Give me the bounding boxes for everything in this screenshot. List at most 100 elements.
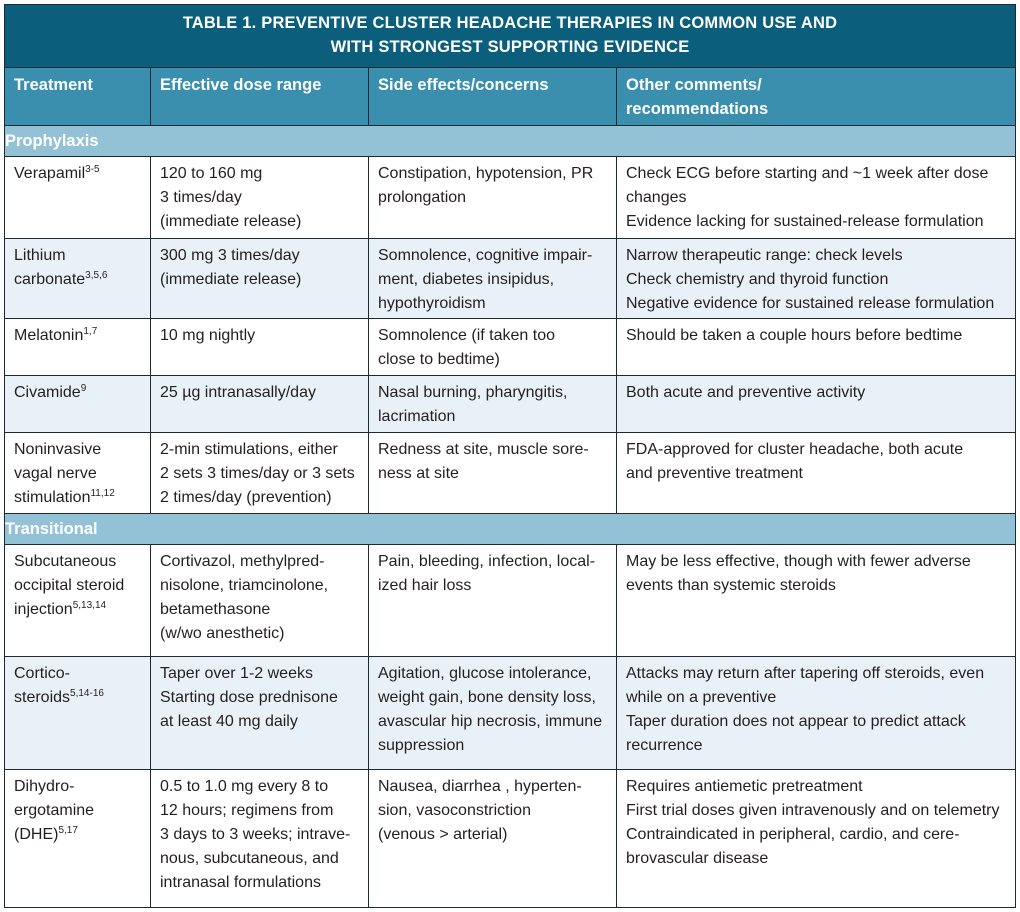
cell-text: Somnolence (if taken too: [378, 327, 555, 344]
table-row: Noninvasive vagal nerve stimulation11,12 2-…: [5, 432, 1015, 513]
side-effects-cell: Agitation, glucose intolerance, weight ga…: [368, 657, 616, 769]
cell-text: Evidence lacking for sustained-release f…: [626, 213, 984, 230]
cell-text: sion, vasoconstriction: [378, 802, 531, 819]
cell-line: 2 sets 3 times/day or 3 sets: [160, 462, 359, 486]
cell-text: (w/wo anesthetic): [160, 625, 285, 642]
cell-line: ment, diabetes insipidus,: [378, 268, 607, 292]
cell-line: while on a preventive: [626, 686, 1006, 710]
table-row: Lithium carbonate3,5,6 300 mg 3 times/day (…: [5, 238, 1015, 318]
cell-text: 3 times/day: [160, 189, 242, 206]
cell-text: Dihydro-: [14, 778, 75, 795]
comments-cell: Should be taken a couple hours before be…: [616, 319, 1015, 375]
cell-line: 10 mg nightly: [160, 324, 359, 348]
cell-text: nisolone, triamcinolone,: [160, 577, 329, 594]
cell-text: Verapamil: [14, 165, 86, 182]
reference-superscript: 5,17: [58, 825, 78, 836]
cell-line: 2 times/day (prevention): [160, 486, 359, 510]
dose-cell: 300 mg 3 times/day (immediate release): [150, 239, 368, 318]
cell-text: Both acute and preventive activity: [626, 384, 866, 401]
cell-text: Nausea, diarrhea , hyperten-: [378, 778, 582, 795]
cell-text: occipital steroid: [14, 577, 125, 594]
cell-line: injection5,13,14: [14, 598, 141, 622]
cell-line: 12 hours; regimens from: [160, 799, 359, 823]
cell-text: intranasal formulations: [160, 874, 321, 891]
treatment-cell: Verapamil3-5: [5, 157, 150, 238]
header-line: recommendations: [626, 100, 769, 118]
cell-line: Narrow therapeutic range: check levels: [626, 244, 1006, 268]
header-line: Effective dose range: [160, 76, 322, 94]
comments-cell: Both acute and preventive activity: [616, 376, 1015, 432]
cell-line: events than systemic steroids: [626, 574, 1006, 598]
cell-text: injection: [14, 601, 73, 618]
cell-line: (immediate release): [160, 210, 359, 234]
dose-cell: 0.5 to 1.0 mg every 8 to 12 hours; regime…: [150, 770, 368, 907]
cell-line: Check ECG before starting and ~1 week af…: [626, 162, 1006, 186]
reference-superscript: 9: [80, 383, 87, 394]
cell-line: Starting dose prednisone: [160, 686, 359, 710]
cell-text: Agitation, glucose intolerance,: [378, 665, 592, 682]
header-comments: Other comments/recommendations: [616, 68, 1015, 125]
cell-text: Requires antiemetic pretreatment: [626, 778, 863, 795]
cell-text: changes: [626, 189, 687, 206]
cell-line: Melatonin1,7: [14, 324, 141, 348]
cell-line: changes: [626, 186, 1006, 210]
cell-text: 300 mg 3 times/day: [160, 247, 300, 264]
section-row-prophylaxis: Prophylaxis: [5, 125, 1015, 156]
cell-text: recurrence: [626, 737, 703, 754]
cell-line: stimulation11,12: [14, 486, 141, 510]
cell-text: Nasal burning, pharyngitis,: [378, 384, 568, 401]
cell-line: and preventive treatment: [626, 462, 1006, 486]
cell-text: ment, diabetes insipidus,: [378, 271, 555, 288]
cell-line: suppression: [378, 734, 607, 758]
cell-text: 3 days to 3 weeks; intrave-: [160, 826, 351, 843]
cell-text: and preventive treatment: [626, 465, 803, 482]
cell-text: ergotamine: [14, 802, 95, 819]
cell-text: avascular hip necrosis, immune: [378, 713, 603, 730]
cell-text: ized hair loss: [378, 577, 472, 594]
side-effects-cell: Somnolence, cognitive impair-ment, diabe…: [368, 239, 616, 318]
cell-text: 2 times/day (prevention): [160, 489, 332, 506]
table-row: Melatonin1,7 10 mg nightly Somnolence (if …: [5, 318, 1015, 375]
cell-line: 3 times/day: [160, 186, 359, 210]
cell-text: stimulation: [14, 489, 91, 506]
cell-line: steroids5,14-16: [14, 686, 141, 710]
cell-text: hypothyroidism: [378, 295, 486, 312]
cell-line: close to bedtime): [378, 348, 607, 372]
cell-line: ness at site: [378, 462, 607, 486]
cell-line: Agitation, glucose intolerance,: [378, 662, 607, 686]
cell-line: Negative evidence for sustained release …: [626, 292, 1006, 316]
cell-line: (immediate release): [160, 268, 359, 292]
cell-line: 2-min stimulations, either: [160, 438, 359, 462]
cell-line: ized hair loss: [378, 574, 607, 598]
cell-line: recurrence: [626, 734, 1006, 758]
cell-text: Melatonin: [14, 327, 84, 344]
cell-line: 3 days to 3 weeks; intrave-: [160, 823, 359, 847]
therapies-table: TABLE 1. PREVENTIVE CLUSTER HEADACHE THE…: [4, 4, 1016, 908]
cell-line: Verapamil3-5: [14, 162, 141, 186]
cell-line: Taper over 1-2 weeks: [160, 662, 359, 686]
side-effects-cell: Constipation, hypotension, PR prolongatio…: [368, 157, 616, 238]
cell-text: nous, subcutaneous, and: [160, 850, 339, 867]
cell-line: Should be taken a couple hours before be…: [626, 324, 1006, 348]
comments-cell: FDA-approved for cluster headache, both …: [616, 433, 1015, 513]
cell-line: occipital steroid: [14, 574, 141, 598]
header-side-effects: Side effects/concerns: [368, 68, 616, 125]
dose-cell: 25 µg intranasally/day: [150, 376, 368, 432]
treatment-cell: Civamide9: [5, 376, 150, 432]
table-row: Subcutaneous occipital steroid injection5,…: [5, 544, 1015, 656]
cell-line: 300 mg 3 times/day: [160, 244, 359, 268]
cell-line: Civamide9: [14, 381, 141, 405]
cell-text: Narrow therapeutic range: check levels: [626, 247, 903, 264]
cell-line: ergotamine: [14, 799, 141, 823]
cell-line: Attacks may return after tapering off st…: [626, 662, 1006, 686]
cell-text: Redness at site, muscle sore-: [378, 441, 589, 458]
treatment-cell: Dihydro-ergotamine (DHE)5,17: [5, 770, 150, 907]
cell-text: Taper duration does not appear to predic…: [626, 713, 966, 730]
cell-text: Cortico-: [14, 665, 71, 682]
cell-text: Should be taken a couple hours before be…: [626, 327, 963, 344]
cell-text: (venous > arterial): [378, 826, 508, 843]
comments-cell: Narrow therapeutic range: check levels Ch…: [616, 239, 1015, 318]
cell-text: ness at site: [378, 465, 459, 482]
reference-superscript: 11,12: [90, 488, 115, 499]
cell-text: FDA-approved for cluster headache, both …: [626, 441, 964, 458]
